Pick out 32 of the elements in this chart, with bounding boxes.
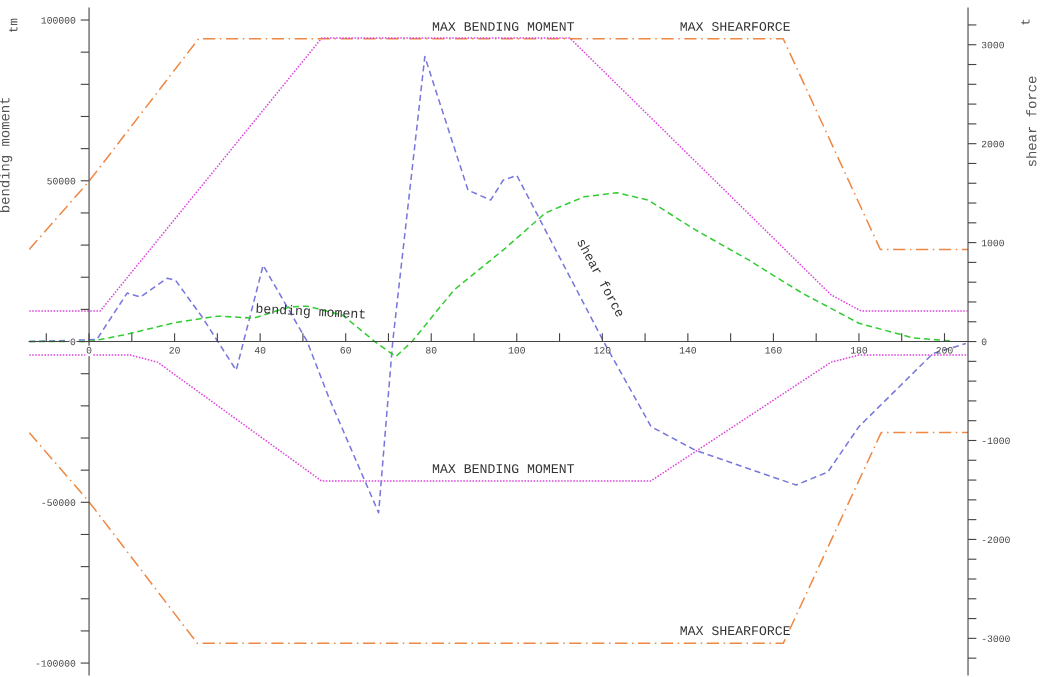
x-tick-label: 0 — [86, 346, 92, 354]
y-tick-label: 100000 — [41, 17, 76, 24]
y2-tick-label: 0 — [981, 338, 987, 346]
x-tick-label: 20 — [169, 346, 180, 354]
x-tick-label: 160 — [765, 346, 782, 354]
y2-tick-label: 1000 — [981, 239, 1004, 247]
annotation: MAX SHEARFORCE — [680, 22, 790, 31]
y2-tick-label: 2000 — [981, 140, 1004, 148]
annotation: MAX BENDING MOMENT — [432, 464, 575, 474]
y-tick-label: 0 — [70, 338, 76, 346]
y-tick-label: -100000 — [36, 660, 76, 667]
x-tick-label: 100 — [508, 346, 525, 354]
y-tick-label: 50000 — [47, 177, 76, 185]
x-tick-label: 140 — [679, 346, 697, 354]
y2-tick-label: -2000 — [982, 536, 1010, 544]
text: tm — [9, 18, 18, 32]
y-tick-label: -50000 — [42, 499, 76, 506]
text: t — [1021, 19, 1030, 25]
y2-tick-label: -1000 — [982, 437, 1010, 445]
x-tick-label: 80 — [426, 346, 437, 354]
y2-tick-label: -3000 — [982, 635, 1010, 642]
y-axis-title: bending moment — [0, 97, 13, 212]
annotation: MAX SHEARFORCE — [680, 626, 790, 636]
annotation: MAX BENDING MOMENT — [432, 22, 575, 31]
annotation: bending moment — [256, 303, 366, 322]
y2-axis-title: shear force — [1026, 76, 1037, 167]
x-tick-label: 60 — [340, 346, 351, 354]
x-tick-label: 200 — [936, 346, 953, 354]
x-tick-label: 40 — [254, 346, 266, 354]
x-tick-label: 180 — [850, 346, 868, 354]
y2-tick-label: 3000 — [981, 41, 1004, 49]
x-tick-label: 120 — [594, 346, 611, 354]
